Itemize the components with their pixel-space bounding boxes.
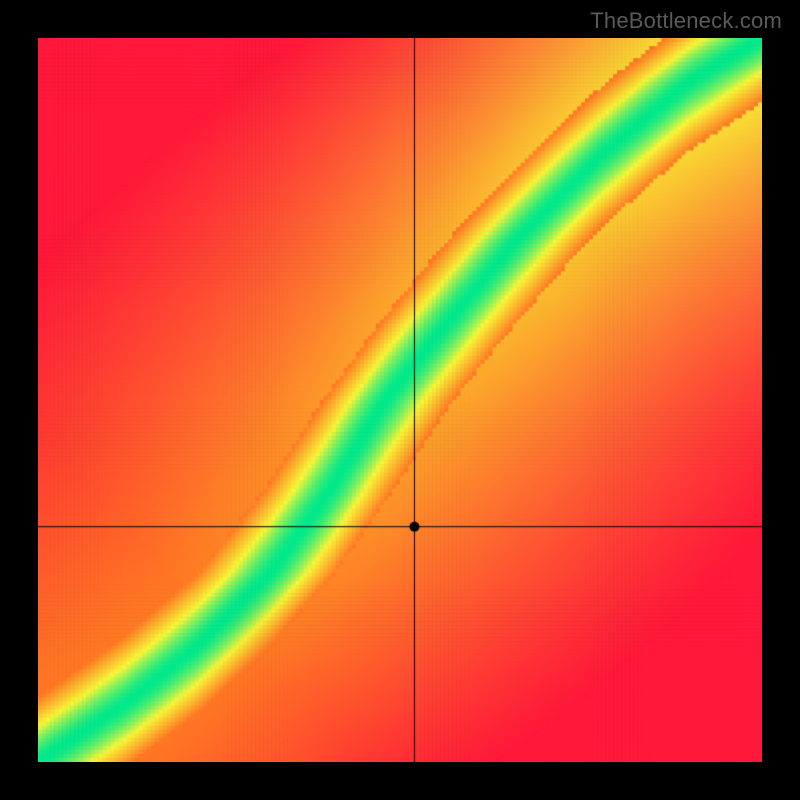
watermark-text: TheBottleneck.com: [590, 8, 782, 34]
bottleneck-heatmap: [38, 38, 762, 762]
heatmap-canvas: [38, 38, 762, 762]
chart-container: TheBottleneck.com: [0, 0, 800, 800]
